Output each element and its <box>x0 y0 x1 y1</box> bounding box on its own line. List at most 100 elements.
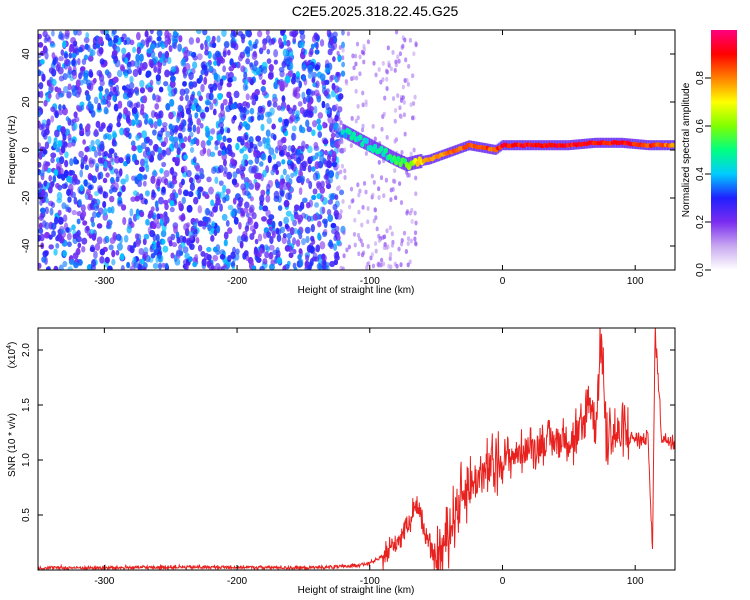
noise-cell <box>173 126 178 135</box>
noise-cell <box>161 176 167 184</box>
noise-cell <box>63 141 68 149</box>
noise-cell <box>152 169 157 177</box>
noise-cell <box>244 190 250 196</box>
noise-cell <box>334 194 339 201</box>
noise-cell <box>212 108 217 116</box>
noise-cell <box>97 36 104 45</box>
noise-cell <box>129 39 135 46</box>
noise-cell <box>85 93 91 102</box>
noise-cell <box>289 160 294 169</box>
noise-cell <box>249 62 254 68</box>
noise-cell <box>81 237 88 245</box>
noise-cell <box>57 209 62 216</box>
noise-cell <box>57 140 63 148</box>
noise-cell <box>332 31 338 38</box>
noise-cell <box>333 235 338 242</box>
noise-cell <box>111 249 116 258</box>
noise-cell <box>208 210 213 217</box>
noise-cell <box>155 244 162 252</box>
noise-cell <box>250 115 255 122</box>
noise-cell <box>413 236 417 242</box>
noise-cell <box>263 142 268 149</box>
colorbar-tick-label: 0.0 <box>695 263 706 277</box>
noise-cell <box>332 203 338 211</box>
noise-cell <box>85 225 90 232</box>
noise-cell <box>336 213 343 220</box>
noise-cell <box>336 163 340 169</box>
noise-cell <box>293 266 298 270</box>
noise-cell <box>135 214 140 221</box>
noise-cell <box>144 190 150 197</box>
noise-cell <box>53 248 58 256</box>
noise-cell <box>316 182 322 190</box>
noise-cell <box>116 243 123 251</box>
noise-cell <box>324 67 331 74</box>
noise-cell <box>89 49 96 57</box>
noise-cell <box>50 106 56 113</box>
snr-panel: -300 -200 -100 0 100 0.5 1.0 1.5 2.0 Height of … <box>6 327 676 596</box>
noise-cell <box>225 188 231 195</box>
noise-cell <box>385 76 389 82</box>
noise-cell <box>398 105 402 111</box>
noise-cell <box>414 42 418 48</box>
noise-cell <box>180 242 186 248</box>
noise-cell <box>291 125 297 132</box>
noise-cell <box>53 169 59 176</box>
noise-cell <box>146 36 152 42</box>
noise-cell <box>52 141 57 149</box>
noise-cell <box>414 240 418 246</box>
noise-cell <box>278 37 283 46</box>
noise-cell <box>152 143 159 152</box>
noise-cell <box>211 42 217 49</box>
noise-cell <box>247 159 254 165</box>
noise-cell <box>156 213 161 220</box>
noise-cell <box>257 30 263 38</box>
noise-cell <box>166 56 172 65</box>
noise-cell <box>81 210 87 218</box>
noise-cell <box>364 102 368 108</box>
noise-cell <box>118 168 123 177</box>
noise-cell <box>268 64 274 72</box>
noise-cell <box>212 254 219 262</box>
noise-cell <box>38 82 44 90</box>
noise-cell <box>108 244 114 251</box>
noise-cell <box>49 207 54 216</box>
noise-cell <box>244 123 251 131</box>
noise-cell <box>109 237 116 245</box>
noise-cell <box>314 161 320 170</box>
noise-cell <box>38 151 43 160</box>
noise-cell <box>369 255 373 261</box>
noise-cell <box>60 126 66 134</box>
noise-cell <box>335 156 340 165</box>
noise-cell <box>91 145 97 152</box>
noise-cell <box>345 247 349 253</box>
noise-cell <box>112 95 116 102</box>
noise-cell <box>371 123 375 129</box>
noise-cell <box>190 94 195 101</box>
noise-cell <box>241 37 245 44</box>
noise-cell <box>248 136 254 145</box>
noise-cell <box>329 260 336 268</box>
noise-cell <box>76 58 81 66</box>
noise-cell <box>67 196 72 203</box>
noise-cell <box>123 107 129 115</box>
noise-cell <box>44 51 49 60</box>
noise-cell <box>181 196 186 205</box>
noise-cell <box>319 39 325 47</box>
noise-cell <box>71 209 77 216</box>
noise-cell <box>208 229 214 236</box>
noise-cell <box>181 165 188 173</box>
snr-x-ticks: -300 -200 -100 0 100 <box>94 328 644 587</box>
noise-cell <box>67 266 74 270</box>
noise-cell <box>177 105 183 112</box>
noise-cell <box>139 53 144 62</box>
noise-cell <box>287 245 293 253</box>
noise-cell <box>42 45 48 54</box>
y-tick-label: -20 <box>21 190 32 205</box>
noise-cell <box>331 82 336 91</box>
noise-cell <box>317 112 324 119</box>
noise-cell <box>381 61 385 66</box>
noise-cell <box>389 66 393 72</box>
noise-cell <box>122 217 127 226</box>
noise-cell <box>311 166 316 172</box>
